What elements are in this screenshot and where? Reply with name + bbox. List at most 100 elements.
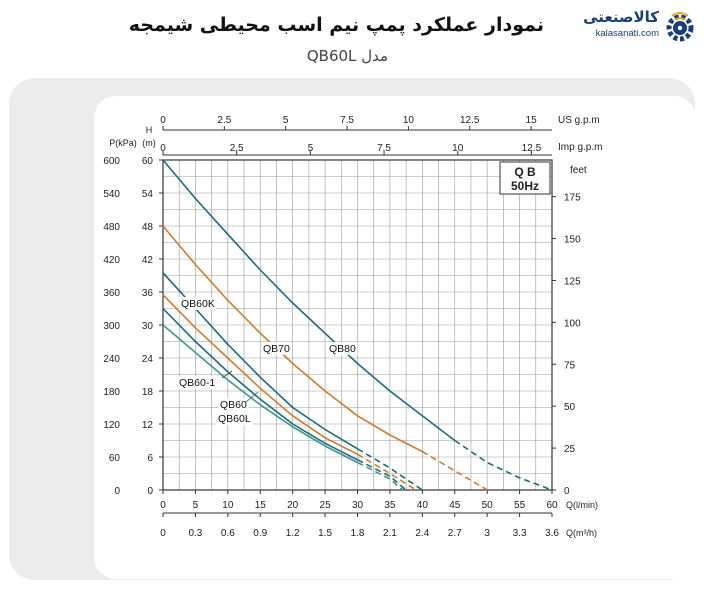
flow-lmin-tick-label: 50 <box>482 500 494 511</box>
pressure-tick-label: 480 <box>103 222 120 233</box>
flow-lmin-tick-label: 55 <box>514 500 526 511</box>
pressure-tick-label: 420 <box>103 255 120 266</box>
us-gpm-tick-label: 10 <box>403 115 415 126</box>
model-box-sublabel: 50Hz <box>511 179 539 193</box>
gear-wifi-icon <box>666 12 694 42</box>
brand-logo[interactable]: کالاصنعتی kalasanati.com <box>575 6 697 46</box>
curve-qb60-1-dashed <box>357 453 417 491</box>
label-qb60-1-bg <box>177 376 221 389</box>
label-qb60l-bg <box>216 412 253 425</box>
flow-lmin-axis-title: Q(l/min) <box>566 500 598 510</box>
us-gpm-tick-label: 12.5 <box>460 115 480 126</box>
label-qb60k: QB60K <box>181 298 215 310</box>
grid-lines <box>162 159 553 491</box>
imp-gpm-tick-label: 0 <box>160 143 166 154</box>
page-header: نمودار عملکرد پمپ نیم اسب محیطی شیمجه مد… <box>0 0 704 72</box>
model-subtitle: مدل QB60L <box>306 47 388 65</box>
flow-lmin-tick-label: 40 <box>417 500 429 511</box>
head-axis-title-m: (m) <box>142 138 156 148</box>
flow-lmin-tick-label: 10 <box>222 500 234 511</box>
flow-lmin-tick-label: 60 <box>546 500 558 511</box>
flow-lmin-tick-label: 20 <box>287 500 299 511</box>
imp-gpm-axis-title: Imp g.p.m <box>558 142 602 153</box>
head-tick-label: 6 <box>147 453 153 464</box>
flow-lmin-tick-label: 45 <box>449 500 461 511</box>
feet-tick-label: 175 <box>564 193 581 204</box>
us-gpm-tick-label: 5 <box>283 115 289 126</box>
us-gpm-tick-label: 2.5 <box>217 115 231 126</box>
head-tick-label: 0 <box>147 486 153 497</box>
head-tick-label: 54 <box>142 189 154 200</box>
feet-tick-label: 50 <box>564 402 576 413</box>
label-qb70-bg <box>261 342 292 355</box>
flow-m3h-tick-label: 1.8 <box>351 528 365 539</box>
imp-gpm-tick-label: 12.5 <box>522 143 542 154</box>
flow-m3h-tick-label: 2.4 <box>415 528 429 539</box>
head-tick-label: 60 <box>142 156 154 167</box>
flow-lmin-tick-label: 15 <box>255 500 267 511</box>
head-tick-label: 24 <box>142 354 154 365</box>
model-box-label: Q B <box>514 165 536 179</box>
label-qb70: QB70 <box>263 343 290 355</box>
flow-m3h-tick-label: 0.9 <box>253 528 267 539</box>
feet-tick-label: 150 <box>564 235 581 246</box>
head-tick-label: 30 <box>142 321 154 332</box>
curve-qb60-dashed <box>357 459 407 491</box>
feet-tick-label: 125 <box>564 276 581 287</box>
imp-gpm-tick-label: 5 <box>308 143 314 154</box>
pressure-tick-label: 300 <box>103 321 120 332</box>
us-gpm-tick-label: 7.5 <box>340 115 354 126</box>
model-box <box>499 161 551 195</box>
pressure-tick-label: 120 <box>103 420 120 431</box>
pressure-tick-label: 600 <box>103 156 120 167</box>
leader-qb60 <box>245 391 259 403</box>
brand-name: کالاصنعتی <box>583 8 659 26</box>
head-tick-label: 42 <box>142 255 154 266</box>
pressure-tick-label: 60 <box>109 453 121 464</box>
pressure-tick-label: 180 <box>103 387 120 398</box>
pressure-tick-label: 540 <box>103 189 120 200</box>
label-qb60-1: QB60-1 <box>179 377 215 389</box>
flow-m3h-tick-label: 3 <box>484 528 490 539</box>
pressure-tick-label: 240 <box>103 354 120 365</box>
imp-gpm-tick-label: 2.5 <box>230 143 244 154</box>
flow-m3h-tick-label: 0 <box>160 528 166 539</box>
feet-tick-label: 25 <box>564 444 576 455</box>
leader-qb60-1 <box>221 370 233 379</box>
head-tick-label: 48 <box>142 222 154 233</box>
page-title: نمودار عملکرد پمپ نیم اسب محیطی شیمجه <box>128 14 544 36</box>
flow-m3h-tick-label: 3.3 <box>513 528 527 539</box>
feet-axis-title: feet <box>570 165 587 176</box>
us-gpm-tick-label: 15 <box>526 115 538 126</box>
curve-qb70-dashed <box>421 450 488 491</box>
label-qb60-bg <box>218 398 249 411</box>
label-qb60l: QB60L <box>218 413 251 425</box>
head-tick-label: 36 <box>142 288 154 299</box>
flow-lmin-tick-label: 25 <box>320 500 332 511</box>
flow-m3h-tick-label: 2.1 <box>383 528 397 539</box>
curve-qb60-1 <box>162 294 358 456</box>
flow-m3h-axis-title: Q(m³/h) <box>566 528 597 538</box>
head-tick-label: 18 <box>142 387 154 398</box>
head-tick-label: 12 <box>142 420 154 431</box>
pressure-tick-label: 360 <box>103 288 120 299</box>
imp-gpm-tick-label: 7.5 <box>377 143 391 154</box>
curve-qb60 <box>162 307 358 461</box>
curve-qb70 <box>162 225 423 453</box>
curve-qb80-dashed <box>454 439 553 491</box>
curve-qb80 <box>162 159 456 442</box>
flow-m3h-tick-label: 2.7 <box>448 528 462 539</box>
head-axis-title-h: H <box>146 125 153 135</box>
imp-gpm-tick-label: 10 <box>452 143 464 154</box>
label-qb60k-bg <box>179 297 216 310</box>
label-qb80: QB80 <box>329 343 356 355</box>
flow-m3h-tick-label: 1.2 <box>286 528 300 539</box>
flow-lmin-tick-label: 5 <box>193 500 199 511</box>
flow-m3h-tick-label: 0.3 <box>188 528 202 539</box>
curve-qb60l-dashed <box>357 461 404 491</box>
flow-lmin-tick-label: 0 <box>160 500 166 511</box>
brand-url: kalasanati.com <box>595 28 659 39</box>
us-gpm-axis-title: US g.p.m <box>558 115 600 126</box>
feet-tick-label: 0 <box>564 486 570 497</box>
flow-m3h-tick-label: 1.5 <box>318 528 332 539</box>
